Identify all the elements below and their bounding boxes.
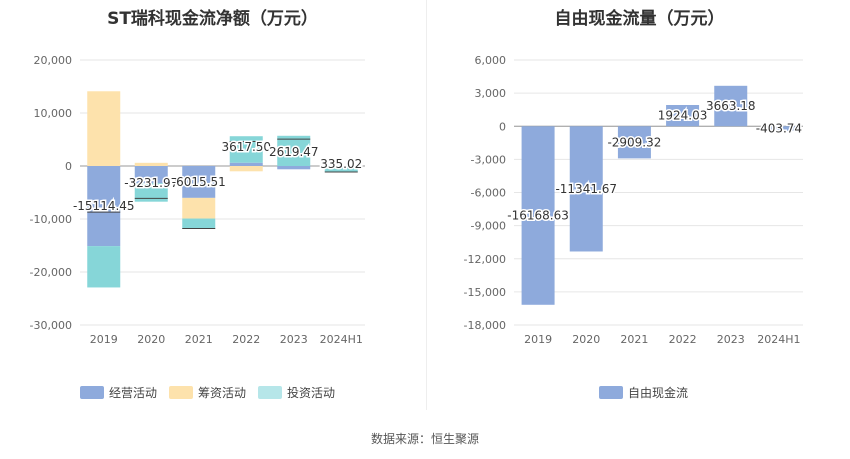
bar-free-cashflow [714, 85, 748, 127]
y-tick-label: -12,000 [464, 253, 506, 266]
legend-swatch [599, 386, 623, 399]
y-tick-label: 3,000 [475, 87, 507, 100]
data-label: -403.74 [756, 121, 802, 135]
bar-operating [324, 166, 358, 168]
legend-swatch [169, 386, 194, 399]
y-tick-label: -15,000 [464, 286, 506, 299]
bar-free-cashflow [521, 126, 555, 305]
x-tick-label: 2021 [185, 333, 213, 346]
y-tick-label: -9,000 [471, 220, 506, 233]
data-label: 3617.50 [221, 140, 271, 154]
y-tick-label: 0 [499, 120, 506, 133]
data-label: -3231.97 [124, 176, 178, 190]
x-tick-label: 2024H1 [757, 333, 800, 346]
bar-free-cashflow [569, 126, 603, 252]
chart-title-net-cashflow: ST瑞科现金流净额（万元） [107, 9, 318, 29]
legend-label: 经营活动 [109, 386, 158, 400]
bar-operating [182, 166, 216, 198]
bar-financing [134, 162, 168, 166]
legend-item[interactable]: 投资活动 [258, 384, 335, 401]
x-tick-label: 2022 [669, 333, 697, 346]
data-label: -2909.32 [607, 135, 661, 149]
free-cashflow-chart: 6,000 3,000 0 -3,000 -6,000 -9,000 -12,000 -15,… [464, 54, 804, 346]
bar-financing [229, 166, 263, 172]
chart-title-free-cashflow: 自由现金流量（万元） [554, 9, 725, 29]
y-tick-label: 0 [65, 160, 72, 173]
bar-financing [182, 197, 216, 219]
legend-label: 投资活动 [287, 386, 336, 400]
bar-investing [324, 167, 358, 173]
legend-label: 自由现金流 [628, 386, 689, 400]
data-source-note: 数据来源：恒生聚源 [370, 432, 479, 446]
x-tick-label: 2020 [137, 333, 165, 346]
bar-operating [277, 166, 311, 170]
x-tick-label: 2024H1 [320, 333, 363, 346]
data-label: 335.02 [320, 157, 362, 171]
bar-free-cashflow [762, 126, 796, 131]
x-tick-label: 2021 [620, 333, 648, 346]
x-tick-label: 2022 [232, 333, 260, 346]
bar-free-cashflow [617, 126, 651, 159]
bar-investing [87, 246, 121, 288]
legend-item[interactable]: 自由现金流 [599, 384, 688, 401]
data-label: -16168.63 [507, 209, 569, 223]
data-label: -11341.67 [555, 182, 617, 196]
y-tick-label: -3,000 [471, 153, 506, 166]
legend-label: 筹资活动 [198, 386, 247, 400]
legend-net-cashflow: 经营活动 筹资活动 投资活动 [80, 384, 347, 401]
x-tick-label: 2020 [572, 333, 600, 346]
bar-operating [229, 162, 263, 166]
y-tick-label: -6,000 [471, 187, 506, 200]
bar-operating [134, 166, 168, 184]
data-label: -15114.45 [73, 199, 135, 213]
x-tick-label: 2023 [717, 333, 745, 346]
y-tick-label: 20,000 [34, 54, 73, 67]
bar-investing [134, 183, 168, 202]
legend-free-cashflow: 自由现金流 [599, 384, 700, 401]
legend-swatch [258, 386, 283, 399]
data-label: 3663.18 [706, 99, 756, 113]
x-tick-label: 2023 [280, 333, 308, 346]
y-tick-label: -18,000 [464, 319, 506, 332]
bar-investing [277, 135, 311, 166]
y-tick-label: -10,000 [30, 213, 72, 226]
data-label: -6015.51 [172, 175, 226, 189]
bar-operating [87, 166, 121, 247]
bar-financing [87, 91, 121, 166]
data-label: 1924.03 [658, 109, 708, 123]
y-tick-label: 10,000 [34, 107, 73, 120]
net-cashflow-panel: ST瑞科现金流净额（万元） 20,000 10,000 0 -10,000 -20,00… [0, 0, 425, 415]
legend-item[interactable]: 筹资活动 [169, 384, 246, 401]
panel-divider [426, 0, 427, 410]
y-tick-label: -30,000 [30, 319, 72, 332]
legend-swatch [80, 386, 104, 399]
x-tick-label: 2019 [524, 333, 552, 346]
bar-investing [229, 136, 263, 163]
legend-item[interactable]: 经营活动 [80, 384, 157, 401]
bar-investing [182, 218, 216, 229]
y-tick-label: -20,000 [30, 266, 72, 279]
x-tick-label: 2019 [90, 333, 118, 346]
y-tick-label: 6,000 [475, 54, 507, 67]
net-cashflow-chart: 20,000 10,000 0 -10,000 -20,000 -30,000 -15114… [30, 54, 365, 346]
data-label: 2619.47 [269, 145, 319, 159]
free-cashflow-panel: 自由现金流量（万元） 6,000 3,000 0 -3,000 -6,000 -9,000… [427, 0, 850, 415]
bar-free-cashflow [666, 105, 700, 127]
